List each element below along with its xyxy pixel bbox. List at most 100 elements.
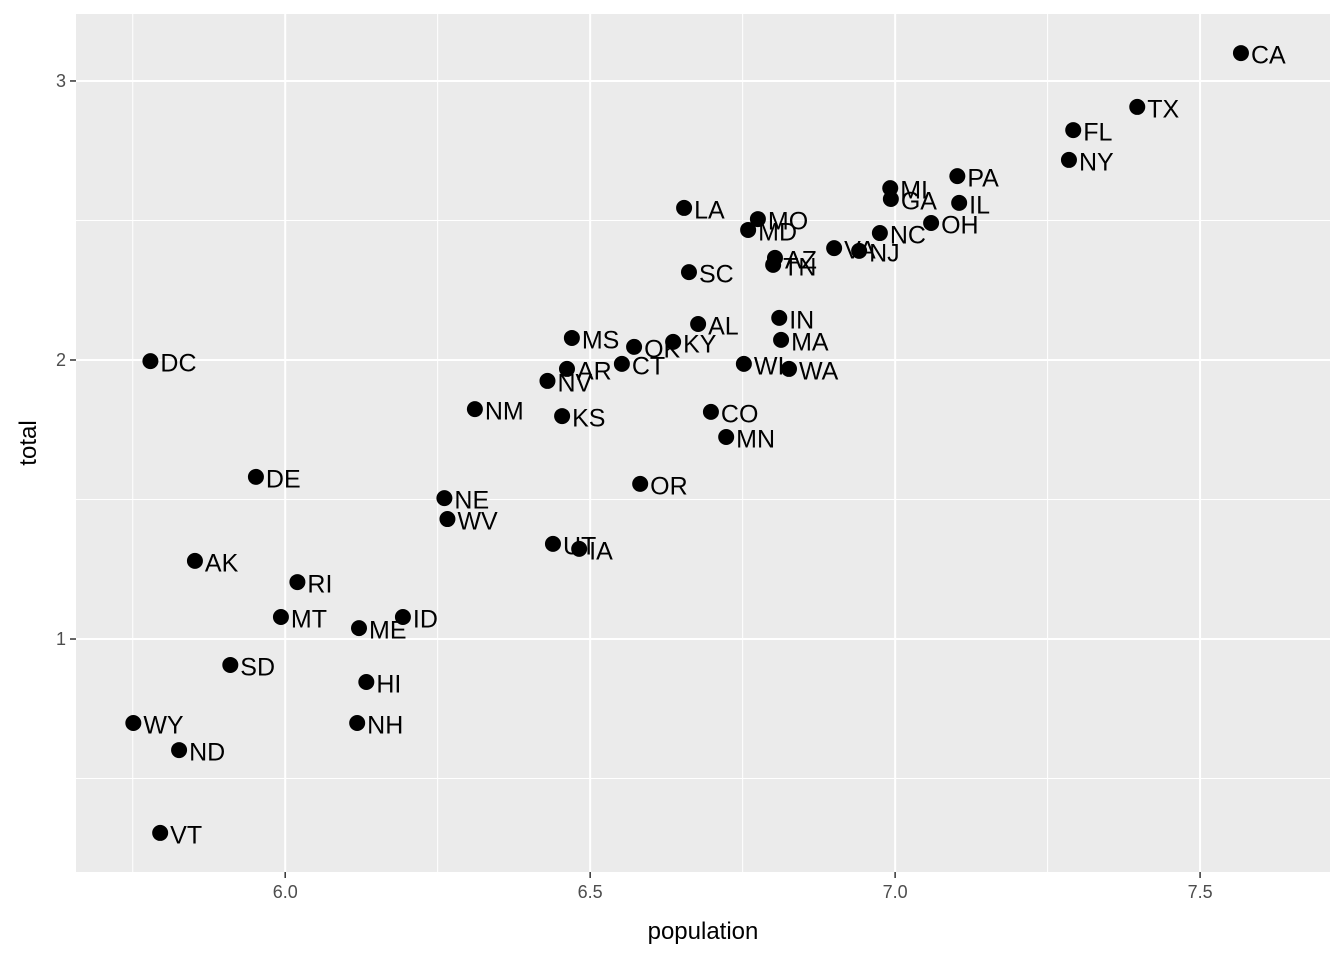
point (439, 511, 456, 528)
point (702, 403, 719, 420)
point-label: ME (369, 617, 407, 645)
point (882, 190, 899, 207)
point (349, 715, 366, 732)
point (632, 475, 649, 492)
point-label: IL (969, 192, 990, 220)
point (735, 355, 752, 372)
point (613, 355, 630, 372)
y-tick-label: 3 (56, 71, 66, 91)
point-label: AK (205, 549, 239, 577)
point-label: MO (768, 208, 808, 236)
point-label: NH (367, 712, 403, 740)
x-tick-label: 7.5 (1188, 882, 1213, 902)
point-label: WY (143, 712, 184, 740)
point-label: CO (721, 400, 759, 428)
point (740, 221, 757, 238)
point (923, 214, 940, 231)
point (351, 620, 368, 637)
point-label: CT (632, 353, 665, 381)
point-label: ID (413, 606, 438, 634)
point (554, 408, 571, 425)
y-tick-label: 2 (56, 350, 66, 370)
point (826, 240, 843, 257)
point (563, 329, 580, 346)
point (626, 338, 643, 355)
point-label: HI (376, 671, 401, 699)
point-label: PA (967, 165, 999, 193)
point-label: OR (650, 472, 688, 500)
point (436, 490, 453, 507)
point (765, 256, 782, 273)
point-label: IN (789, 306, 814, 334)
point (247, 468, 264, 485)
point-label: KY (683, 330, 717, 358)
point (676, 199, 693, 216)
point (272, 608, 289, 625)
x-tick-label: 6.0 (273, 882, 298, 902)
point-label: NY (1079, 149, 1114, 177)
x-tick-label: 7.0 (883, 882, 908, 902)
point-label: NC (890, 222, 926, 250)
point-label: NM (485, 398, 524, 426)
point (142, 353, 159, 370)
point-label: NE (454, 487, 489, 515)
point-label: KS (572, 405, 605, 433)
point-label: VA (844, 237, 876, 265)
point (851, 242, 868, 259)
point-label: OK (644, 335, 680, 363)
point (665, 333, 682, 350)
point-label: MS (582, 327, 620, 355)
point-label: LA (694, 197, 725, 225)
point (718, 429, 735, 446)
point (222, 656, 239, 673)
point-label: WI (754, 353, 785, 381)
point-label: WV (457, 508, 498, 536)
point-label: WA (799, 358, 839, 386)
point-label: AZ (785, 246, 817, 274)
point-label: TN (783, 253, 816, 281)
point (394, 608, 411, 625)
point (544, 535, 561, 552)
point-label: RI (307, 571, 332, 599)
point-label: FL (1083, 119, 1112, 147)
point-label: TX (1147, 96, 1179, 124)
point (1232, 45, 1249, 62)
point (871, 225, 888, 242)
point-label: AL (708, 313, 739, 341)
point (949, 168, 966, 185)
point-label: MA (791, 329, 829, 357)
x-tick-label: 6.5 (578, 882, 603, 902)
point-label: MN (736, 426, 775, 454)
point-label: DC (160, 350, 196, 378)
point-label: NJ (869, 240, 900, 268)
point (780, 360, 797, 377)
point-label: GA (901, 188, 937, 216)
point-label: SC (699, 261, 734, 289)
point (1065, 122, 1082, 139)
point (771, 309, 788, 326)
point (171, 742, 188, 759)
point-label: SD (240, 654, 275, 682)
point (951, 194, 968, 211)
point (1060, 151, 1077, 168)
point (539, 372, 556, 389)
y-tick-label: 1 (56, 629, 66, 649)
point (690, 315, 707, 332)
point (289, 574, 306, 591)
point (680, 264, 697, 281)
plot-background (76, 14, 1330, 872)
point (466, 401, 483, 418)
point (152, 824, 169, 841)
point (125, 715, 142, 732)
point-label: DE (266, 466, 301, 494)
point-label: ND (189, 739, 225, 767)
point (1129, 98, 1146, 115)
point (186, 552, 203, 569)
x-axis-title: population (648, 918, 759, 945)
point-label: MT (291, 606, 327, 634)
point (571, 540, 588, 557)
point-label: OH (941, 212, 979, 240)
point (358, 673, 375, 690)
point (749, 211, 766, 228)
